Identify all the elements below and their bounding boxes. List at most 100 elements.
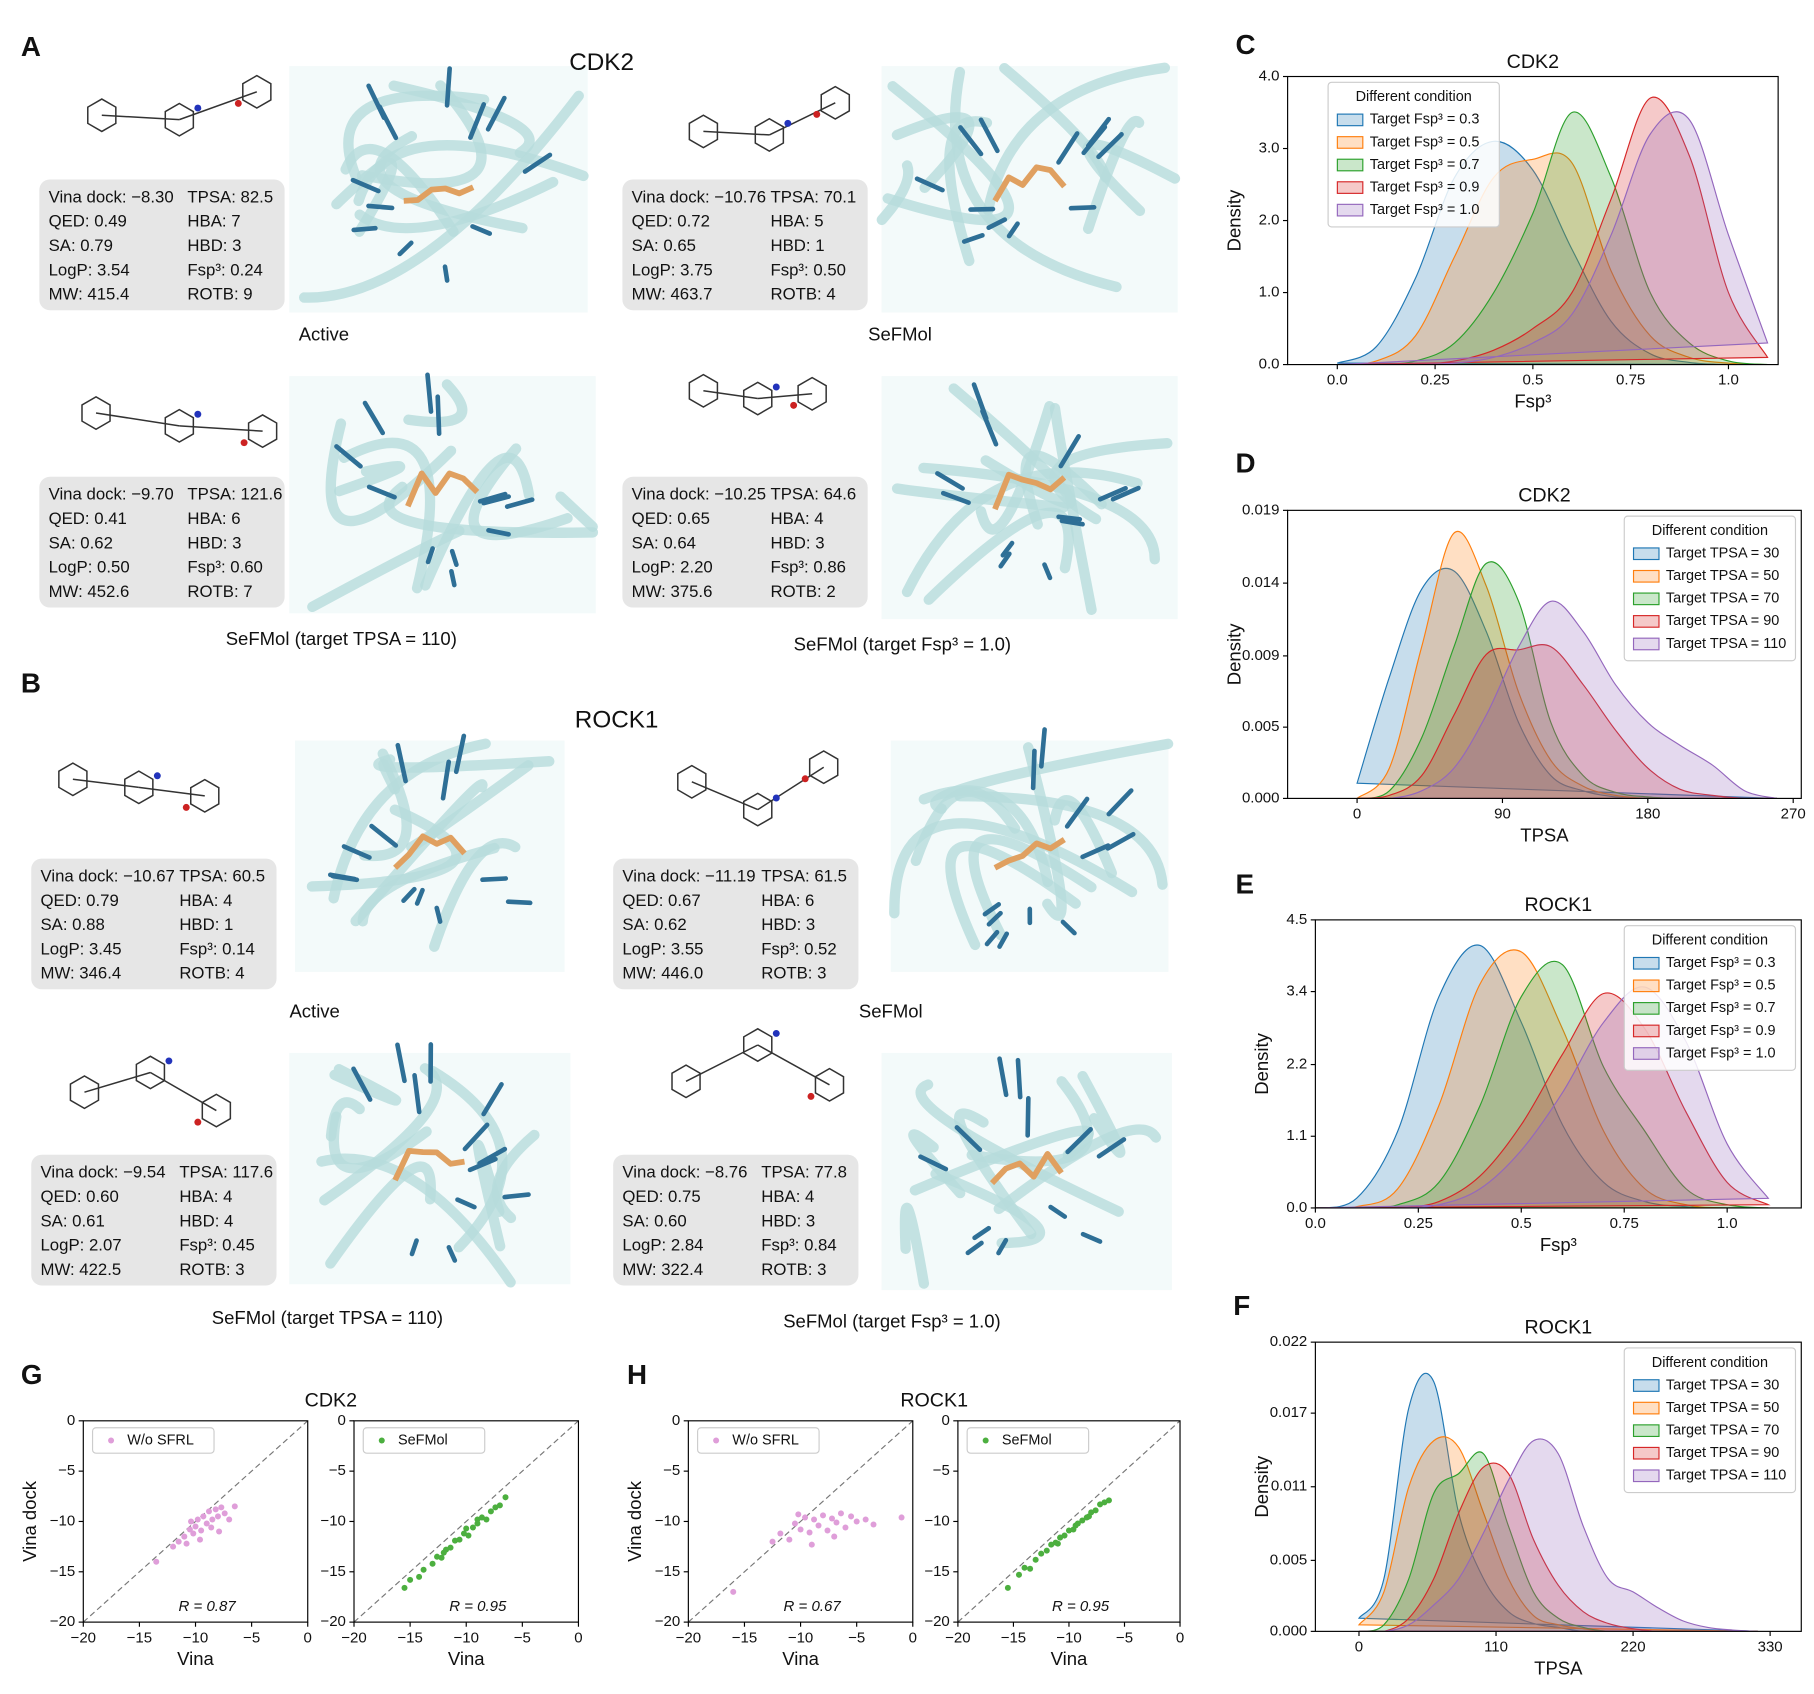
residue-stick bbox=[330, 873, 360, 883]
ring bbox=[754, 117, 785, 152]
residue-stick bbox=[444, 66, 452, 108]
residue-stick bbox=[481, 1082, 504, 1117]
molecule-structure bbox=[69, 1055, 232, 1128]
atom bbox=[194, 1118, 202, 1126]
point bbox=[469, 1524, 476, 1531]
ribbon bbox=[918, 462, 1160, 565]
legend-swatch bbox=[1632, 547, 1660, 561]
residue-stick bbox=[481, 494, 511, 506]
legend-label: Target TPSA = 110 bbox=[1666, 636, 1786, 652]
point bbox=[407, 1576, 414, 1583]
legend-swatch bbox=[1632, 979, 1660, 993]
y-tick-label: −20 bbox=[924, 1613, 949, 1630]
property-text: QED: 0.60 bbox=[40, 1187, 118, 1206]
residue-stick bbox=[366, 203, 395, 211]
bond bbox=[757, 1044, 830, 1086]
property-text: TPSA: 121.6 bbox=[187, 485, 282, 504]
legend-label: Target Fsp³ = 0.9 bbox=[1666, 1023, 1776, 1039]
x-tick-label: 220 bbox=[1621, 1639, 1646, 1656]
ring bbox=[69, 1075, 100, 1110]
point bbox=[192, 1523, 199, 1530]
legend-box bbox=[1623, 925, 1797, 1071]
residue-stick bbox=[412, 1073, 422, 1115]
property-text: Fsp³: 0.24 bbox=[187, 260, 262, 279]
ribbon bbox=[1049, 402, 1097, 615]
residue-stick bbox=[965, 1240, 984, 1256]
property-box bbox=[31, 858, 277, 990]
y-tick-label: 2.2 bbox=[1286, 1056, 1307, 1073]
atom bbox=[240, 439, 248, 447]
residue-stick bbox=[1080, 843, 1111, 860]
legend-label: Target TPSA = 50 bbox=[1666, 1400, 1779, 1416]
ribbon bbox=[356, 80, 487, 189]
x-tick-label: −5 bbox=[1116, 1629, 1133, 1646]
property-text: TPSA: 82.5 bbox=[187, 187, 273, 206]
property-text: MW: 415.4 bbox=[49, 285, 130, 304]
legend-swatch bbox=[1632, 615, 1660, 628]
point bbox=[808, 1541, 815, 1548]
point bbox=[226, 1516, 233, 1523]
legend-box bbox=[1623, 1347, 1797, 1494]
y-tick-label: 0.011 bbox=[1271, 1478, 1307, 1495]
annotation: R = 0.95 bbox=[1052, 1598, 1110, 1615]
residue-stick bbox=[968, 206, 996, 212]
point bbox=[1072, 1522, 1079, 1529]
point bbox=[196, 1536, 204, 1543]
ring bbox=[189, 778, 220, 813]
property-text: Vina dock: −8.30 bbox=[49, 187, 174, 206]
y-tick-label: 0.014 bbox=[1242, 574, 1280, 591]
legend-label: Target TPSA = 70 bbox=[1666, 591, 1779, 607]
legend-title: Different condition bbox=[1652, 523, 1768, 539]
point bbox=[429, 1560, 436, 1567]
panel-label: A bbox=[21, 31, 41, 62]
point bbox=[205, 1508, 212, 1515]
residue-stick bbox=[972, 1225, 992, 1241]
residue-stick bbox=[446, 1245, 458, 1263]
ribbon bbox=[915, 1079, 1124, 1217]
protein-render bbox=[889, 727, 1174, 972]
property-text: HBA: 4 bbox=[179, 891, 232, 910]
x-tick-label: 330 bbox=[1758, 1639, 1783, 1656]
density-curve bbox=[1356, 530, 1778, 799]
panel-title: ROCK1 bbox=[575, 706, 659, 733]
property-box bbox=[39, 179, 285, 311]
atom bbox=[801, 775, 809, 783]
legend-label: SeFMol bbox=[398, 1432, 448, 1448]
residue-stick bbox=[940, 490, 971, 505]
property-text: TPSA: 61.5 bbox=[761, 867, 847, 886]
ring bbox=[688, 373, 719, 408]
y-axis-label: Vina dock bbox=[624, 1480, 645, 1562]
x-tick-label: 0.25 bbox=[1420, 372, 1449, 389]
residue-stick bbox=[961, 233, 985, 244]
plot-frame bbox=[1287, 509, 1802, 799]
point bbox=[1043, 1547, 1050, 1554]
point bbox=[487, 1508, 494, 1515]
point bbox=[837, 1510, 844, 1517]
protein-render bbox=[289, 372, 599, 614]
x-axis-label: Fsp³ bbox=[1514, 391, 1551, 412]
legend-label: Target TPSA = 70 bbox=[1666, 1422, 1779, 1438]
x-axis-label: Vina bbox=[1051, 1648, 1088, 1669]
x-tick-label: 270 bbox=[1781, 806, 1806, 823]
point bbox=[811, 1516, 818, 1523]
legend-label: Target Fsp³ = 0.9 bbox=[1370, 179, 1480, 195]
residue-stick bbox=[1060, 919, 1077, 936]
ring bbox=[814, 1067, 845, 1102]
point bbox=[492, 1504, 499, 1511]
ribbon bbox=[420, 452, 535, 591]
atom bbox=[153, 772, 161, 780]
atom bbox=[165, 1057, 173, 1065]
y-tick-label: 0.009 bbox=[1242, 647, 1280, 664]
point bbox=[786, 1536, 793, 1543]
point bbox=[496, 1502, 503, 1509]
point bbox=[203, 1520, 210, 1527]
point bbox=[815, 1522, 822, 1529]
bond bbox=[101, 114, 180, 121]
point bbox=[1079, 1517, 1086, 1524]
y-axis-label: Vina dock bbox=[19, 1480, 40, 1562]
residue-stick bbox=[334, 444, 363, 469]
panel-label: C bbox=[1236, 29, 1256, 60]
ring bbox=[247, 414, 278, 449]
legend-label: Target Fsp³ = 1.0 bbox=[1370, 202, 1480, 218]
ring bbox=[797, 376, 827, 411]
